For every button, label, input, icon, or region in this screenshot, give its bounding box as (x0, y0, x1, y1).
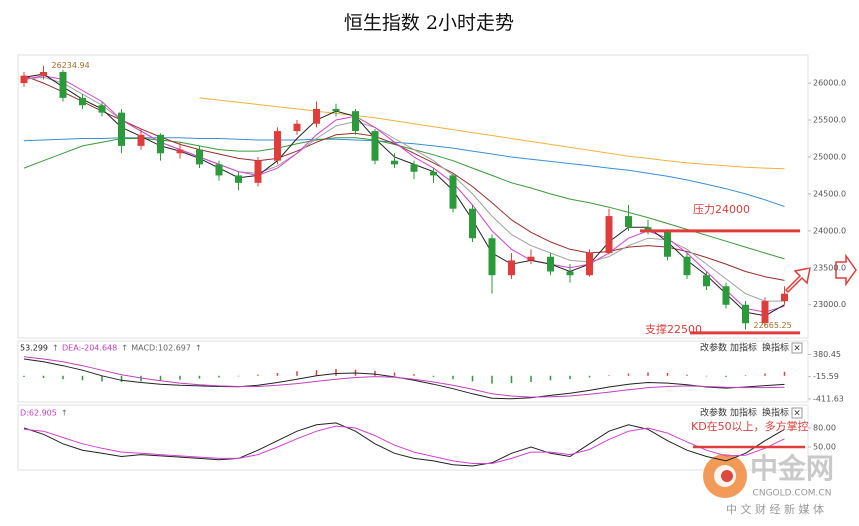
logo-dot (721, 470, 733, 482)
candle-body (625, 216, 632, 228)
moving-average (199, 97, 785, 170)
readout-arrow: ↑ (61, 409, 68, 418)
high-label: 26234.94 (52, 61, 90, 70)
candle-body (586, 253, 593, 276)
brand-name: 中金网 (750, 452, 834, 485)
candle-body (40, 71, 47, 76)
y-tick-label: 24500.0 (813, 189, 846, 198)
readout-arrow: ↑ (195, 344, 202, 353)
toolbar-button[interactable]: 改参数 (700, 342, 727, 354)
candle-body (274, 131, 281, 161)
candle-body (59, 71, 67, 98)
readout: MACD:102.697 (131, 344, 191, 353)
annotation-label: KD在50以上，多方掌控 (691, 419, 809, 433)
macd-line (23, 356, 785, 398)
candle-body (722, 286, 730, 305)
candle-body (742, 304, 749, 324)
candle-body (761, 301, 769, 324)
candle-body (137, 134, 145, 146)
toolbar-button[interactable]: 改参数 (700, 407, 727, 419)
macd-line (23, 358, 785, 400)
toolbar-button[interactable]: × (793, 344, 801, 354)
candle-body (430, 171, 437, 176)
candle-body (508, 260, 515, 276)
toolbar-button[interactable]: 加指标 (730, 407, 757, 419)
y-tick-label: -411.63 (813, 394, 844, 403)
candle-body (664, 230, 671, 257)
readout-arrow: ↑ (52, 344, 59, 353)
y-tick-label: -15.59 (813, 372, 839, 381)
readout: D:62.905 (20, 409, 57, 418)
kd-line (23, 425, 785, 464)
toolbar-button[interactable]: 加指标 (730, 342, 757, 354)
y-tick-label: 23000.0 (813, 300, 846, 309)
y-tick-label: 26000.0 (813, 79, 846, 88)
candle-body (20, 75, 28, 84)
moving-average (23, 73, 785, 317)
macd-panel (17, 340, 809, 403)
low-label: 22665.25 (754, 321, 792, 330)
y-tick-label: 380.45 (813, 350, 841, 359)
moving-average (23, 76, 785, 302)
candle-body (215, 164, 223, 176)
toolbar-button[interactable]: × (793, 409, 801, 419)
candle-body (313, 108, 320, 124)
candle-body (118, 112, 125, 146)
y-tick-label: 25500.0 (813, 116, 846, 125)
y-tick-label: 25000.0 (813, 152, 846, 161)
y-tick-label: 24000.0 (813, 226, 846, 235)
readout: DEA:-204.648 (62, 344, 117, 353)
candle-body (157, 134, 164, 154)
annotation-label: 压力24000 (693, 203, 750, 216)
candle-body (196, 149, 203, 165)
candle-body (449, 175, 457, 209)
moving-average (23, 75, 785, 313)
main-panel (17, 54, 809, 339)
close-box[interactable] (791, 342, 803, 354)
candle-body (703, 275, 710, 287)
candle-body (547, 256, 554, 272)
toolbar-button[interactable]: 换指标 (762, 342, 789, 354)
candle-body (781, 293, 788, 302)
candle-body (410, 164, 418, 172)
brand-slogan: 中 文 财 经 新 媒 体 (726, 502, 824, 516)
candle-body (176, 149, 184, 154)
chart-title: 恒生指数 2小时走势 (344, 12, 514, 34)
arrow-up-right (784, 267, 811, 294)
y-tick-label: 23500.0 (813, 263, 846, 272)
kd-line (23, 422, 785, 467)
y-tick-label: 80.00 (813, 423, 836, 432)
candle-body (488, 238, 496, 276)
arrow-right (835, 253, 857, 287)
moving-average (23, 137, 785, 260)
candle-body (566, 271, 574, 276)
brand-logo (703, 454, 747, 498)
candle-body (644, 227, 652, 231)
moving-average (23, 75, 785, 281)
readout: 53.299 (20, 344, 48, 353)
toolbar-button[interactable]: 换指标 (762, 407, 789, 419)
annotation-label: 支撑22500 (645, 322, 702, 336)
kd-panel (17, 404, 809, 471)
candle-body (391, 160, 398, 165)
candle-body (79, 97, 86, 106)
candle-body (469, 208, 476, 239)
readout-arrow: ↑ (121, 344, 128, 353)
candle-body (527, 256, 535, 261)
candle-body (254, 160, 262, 183)
candle-body (605, 216, 613, 254)
close-box[interactable] (791, 407, 803, 419)
candle-body (293, 123, 301, 132)
brand-domain: CNGOLD.COM.CN (753, 489, 832, 499)
y-tick-label: 50.00 (813, 443, 836, 452)
candle-body (683, 256, 691, 276)
candle-body (371, 131, 379, 161)
candle-body (235, 175, 242, 183)
candle-body (352, 111, 359, 132)
candle-body (332, 108, 340, 112)
moving-average (23, 137, 785, 207)
candle-body (98, 105, 106, 113)
